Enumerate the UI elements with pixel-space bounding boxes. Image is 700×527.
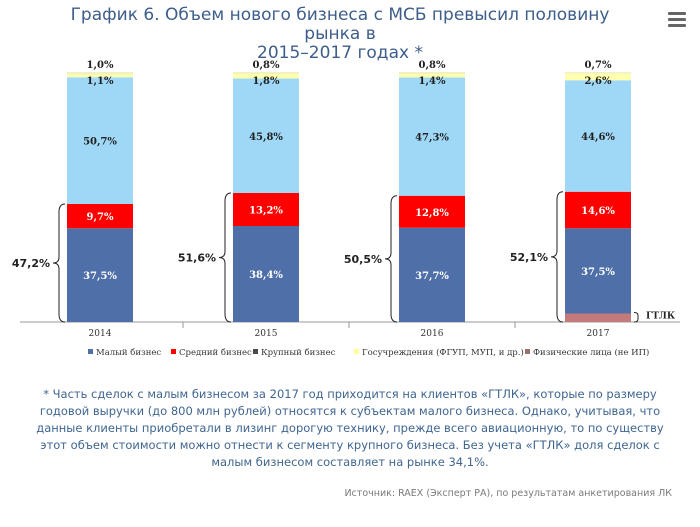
label-phys-2014: 1,0% [87,60,114,71]
label-small-2017: 37,5% [581,267,615,278]
bar-small-2015 [233,226,299,322]
sme-brace-2016 [384,195,398,323]
legend-swatch-1 [171,349,176,354]
gtlk-bracket [633,312,639,323]
label-large-2017: 44,6% [581,132,615,143]
chart-title-line-1: График 6. Объем нового бизнеса с МСБ пре… [70,5,610,44]
label-gov-2017: 2,6% [585,76,612,87]
bar-large-2014 [67,77,133,204]
x-tick-label-2016: 2016 [421,329,444,339]
label-medium-2015: 13,2% [249,206,283,217]
label-gov-2016: 1,4% [419,76,446,87]
label-phys-2016: 0,8% [419,60,446,71]
chart-title-line-2: 2015–2017 годах * [257,43,423,63]
sme-total-2016: 50,5% [344,253,382,266]
label-medium-2016: 12,8% [415,208,449,219]
label-small-2014: 37,5% [83,271,117,282]
label-phys-2015: 0,8% [253,60,280,71]
bar-medium-2014 [67,204,133,229]
label-medium-2014: 9,7% [87,212,114,223]
x-tick-label-2014: 2014 [89,329,112,339]
bar-small-2014 [67,228,133,322]
label-gov-2014: 1,1% [87,76,114,87]
chart-title: График 6. Объем нового бизнеса с МСБ пре… [40,6,640,63]
gtlk-label: ГТЛК [646,312,676,322]
stacked-bar-chart: 37,5% 9,7% 50,7% 1,1% 1,0% 2014 47,2% 38,4% 13,2… [12,60,680,358]
sme-brace-2014 [52,203,66,323]
bar-small-2016 [399,227,465,322]
bar-large-2015 [233,78,299,193]
bar-medium-2017 [565,191,631,229]
source-note: Источник: RAEX (Эксперт РА), по результа… [344,488,672,499]
label-large-2014: 50,7% [83,137,117,148]
bar-gtlk-2017 [565,313,631,322]
x-tick-label-2017: 2017 [587,329,610,339]
legend-swatch-0 [88,349,93,354]
sme-total-2014: 47,2% [12,257,50,270]
sme-brace-2017 [550,191,564,323]
legend-label-2: Крупный бизнес [261,347,336,358]
sme-brace-2015 [218,192,232,323]
legend-swatch-2 [253,349,258,354]
label-medium-2017: 14,6% [581,206,615,217]
label-large-2015: 45,8% [249,132,283,143]
label-gov-2015: 1,8% [253,76,280,87]
sme-total-2015: 51,6% [178,252,216,265]
legend-label-0: Малый бизнес [96,347,161,358]
legend-label-3: Госучреждения (ФГУП, МУП, и др.) [362,347,524,358]
footnote: * Часть сделок с малым бизнесом за 2017 … [36,387,664,469]
bar-phys-2015 [233,72,299,74]
bar-small-2017 [565,228,631,314]
legend-label-1: Средний бизнес [179,347,252,358]
bar-gov-2014 [67,74,133,78]
sme-total-2017: 52,1% [510,251,548,264]
bar-large-2016 [399,77,465,196]
label-small-2016: 37,7% [415,271,449,282]
bar-medium-2015 [233,193,299,226]
label-phys-2017: 0,7% [585,60,612,71]
legend-swatch-3 [354,349,359,354]
bar-gov-2016 [399,74,465,78]
label-small-2015: 38,4% [249,270,283,281]
x-tick-label-2015: 2015 [255,329,278,339]
legend-swatch-4 [525,349,530,354]
bar-gov-2015 [233,74,299,79]
bar-phys-2016 [399,72,465,74]
bar-gov-2017 [565,73,631,81]
label-large-2016: 47,3% [415,133,449,144]
bar-medium-2016 [399,195,465,228]
legend-label-4: Физические лица (не ИП) [533,347,649,358]
bar-phys-2014 [67,72,133,75]
bar-large-2017 [565,80,631,192]
bar-phys-2017 [565,72,631,74]
hamburger-menu-icon[interactable] [668,12,686,28]
